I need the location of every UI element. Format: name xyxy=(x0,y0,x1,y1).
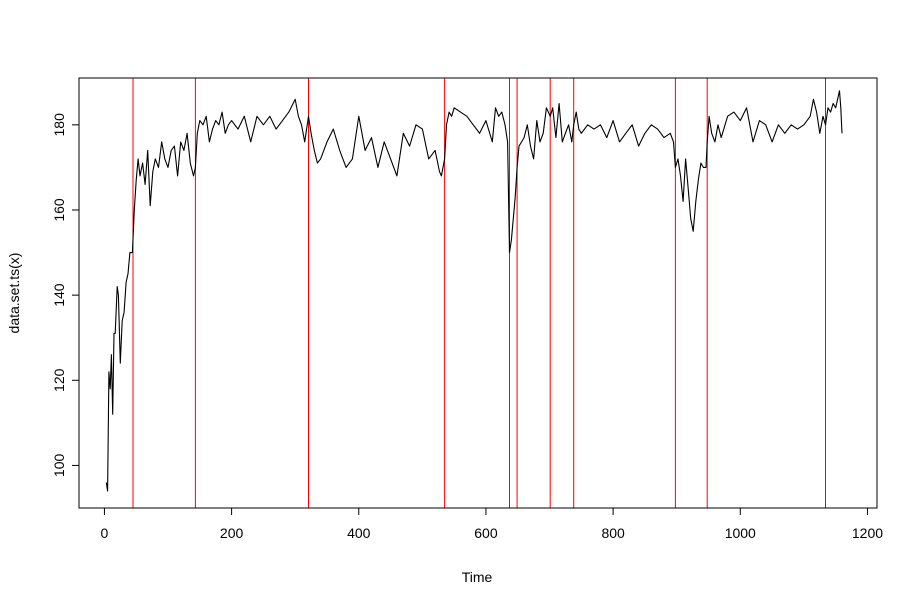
y-tick-label-100: 100 xyxy=(51,454,67,478)
y-axis: 100 120 140 160 180 xyxy=(51,113,80,478)
x-axis-title: Time xyxy=(462,569,493,585)
series-group xyxy=(105,90,843,492)
y-tick-label-160: 160 xyxy=(51,198,67,222)
y-tick-label-120: 120 xyxy=(51,368,67,392)
x-tick-label-0: 0 xyxy=(101,525,109,541)
x-tick-label-200: 200 xyxy=(220,525,244,541)
plot-frame xyxy=(78,77,878,509)
x-axis: 0 200 400 600 800 1000 1200 xyxy=(101,507,883,541)
series-line-1 xyxy=(105,90,843,492)
y-axis-title: data.set.ts(x) xyxy=(6,253,22,334)
y-tick-label-140: 140 xyxy=(51,283,67,307)
x-tick-label-600: 600 xyxy=(474,525,498,541)
x-tick-label-1200: 1200 xyxy=(852,525,883,541)
x-tick-label-400: 400 xyxy=(347,525,371,541)
x-tick-label-800: 800 xyxy=(601,525,625,541)
changepoint-lines xyxy=(132,78,826,508)
y-tick-label-180: 180 xyxy=(51,113,67,137)
x-tick-label-1000: 1000 xyxy=(725,525,756,541)
